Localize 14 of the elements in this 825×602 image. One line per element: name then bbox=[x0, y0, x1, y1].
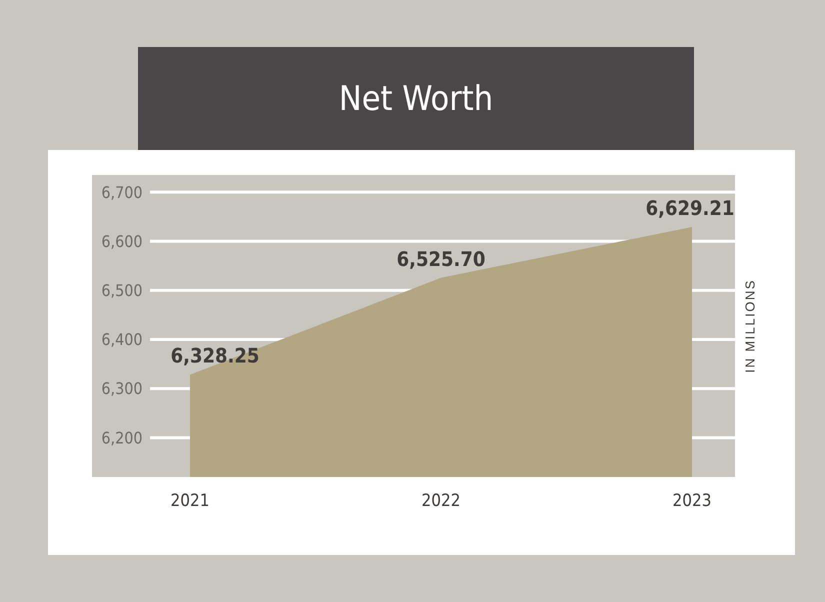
y-axis-title: IN MILLIONS bbox=[742, 279, 758, 373]
x-tick-label: 2021 bbox=[170, 491, 210, 511]
x-tick-label: 2022 bbox=[422, 491, 460, 511]
data-label: 6,328.25 bbox=[170, 344, 260, 368]
x-tick-label: 2023 bbox=[672, 491, 712, 511]
y-tick-label: 6,200 bbox=[101, 428, 143, 448]
y-tick-label: 6,400 bbox=[101, 330, 143, 350]
y-tick-label: 6,700 bbox=[101, 182, 143, 202]
y-tick-label: 6,600 bbox=[101, 232, 143, 251]
y-tick-label: 6,500 bbox=[101, 281, 143, 300]
data-label: 6,525.70 bbox=[396, 246, 486, 271]
chart-title: Net Worth bbox=[338, 79, 494, 119]
y-tick-label: 6,300 bbox=[101, 379, 143, 398]
data-label: 6,629.21 bbox=[646, 196, 734, 220]
